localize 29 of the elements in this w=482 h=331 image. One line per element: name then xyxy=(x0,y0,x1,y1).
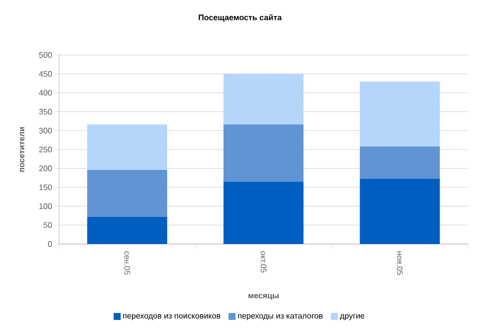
legend-label: другие xyxy=(340,314,364,320)
x-tick-label: окт.05 xyxy=(260,251,266,272)
bar xyxy=(224,124,304,182)
y-tick-label: 500 xyxy=(39,52,52,58)
bar xyxy=(87,216,168,244)
y-tick-label: 450 xyxy=(38,71,52,77)
bar xyxy=(360,178,440,244)
y-tick-label: 100 xyxy=(39,203,52,210)
y-tick-label: 150 xyxy=(39,184,52,190)
y-tick-label: 350 xyxy=(39,108,52,115)
y-axis-title: посетители xyxy=(20,127,24,172)
y-tick-label: 0 xyxy=(48,241,52,247)
bar xyxy=(87,124,168,170)
y-tick-label: 300 xyxy=(39,128,52,134)
bar xyxy=(87,170,168,217)
legend-label: переходы из каталогов xyxy=(238,314,323,320)
y-tick-label: 250 xyxy=(39,146,52,152)
y-tick-label: 50 xyxy=(44,222,52,228)
x-tick-label: сен.05 xyxy=(124,251,130,275)
y-tick-label: 400 xyxy=(38,90,52,96)
chart-title: Посещаемость сайта xyxy=(198,14,282,22)
bar xyxy=(360,146,440,179)
bar xyxy=(224,74,304,125)
x-tick-label: ноя.05 xyxy=(397,251,403,275)
x-axis-title: месяцы xyxy=(248,294,279,300)
y-tick-label: 200 xyxy=(39,166,52,172)
bar xyxy=(360,81,440,146)
legend-label: переходов из поисковиков xyxy=(123,314,220,320)
bar xyxy=(224,182,304,244)
